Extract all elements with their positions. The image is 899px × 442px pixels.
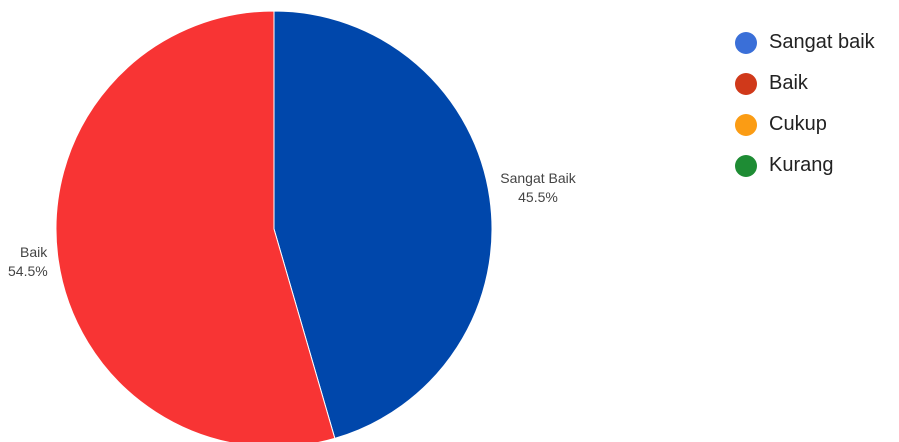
slice-label-name: Baik xyxy=(20,244,48,260)
slice-label-name: Sangat Baik xyxy=(500,170,576,186)
legend-item-sangat-baik[interactable]: Sangat baik xyxy=(735,22,875,63)
legend-label: Baik xyxy=(769,72,808,95)
slice-label-percent: 45.5% xyxy=(518,189,558,205)
legend-swatch xyxy=(735,32,757,54)
legend-item-cukup[interactable]: Cukup xyxy=(735,104,875,145)
legend-swatch xyxy=(735,73,757,95)
legend-item-kurang[interactable]: Kurang xyxy=(735,145,875,186)
legend-label: Cukup xyxy=(769,113,827,136)
legend-item-baik[interactable]: Baik xyxy=(735,63,875,104)
slice-label-percent: 54.5% xyxy=(8,263,48,279)
legend-label: Sangat baik xyxy=(769,31,875,54)
legend-swatch xyxy=(735,114,757,136)
chart-legend: Sangat baik Baik Cukup Kurang xyxy=(735,22,875,186)
legend-swatch xyxy=(735,155,757,177)
legend-label: Kurang xyxy=(769,154,834,177)
